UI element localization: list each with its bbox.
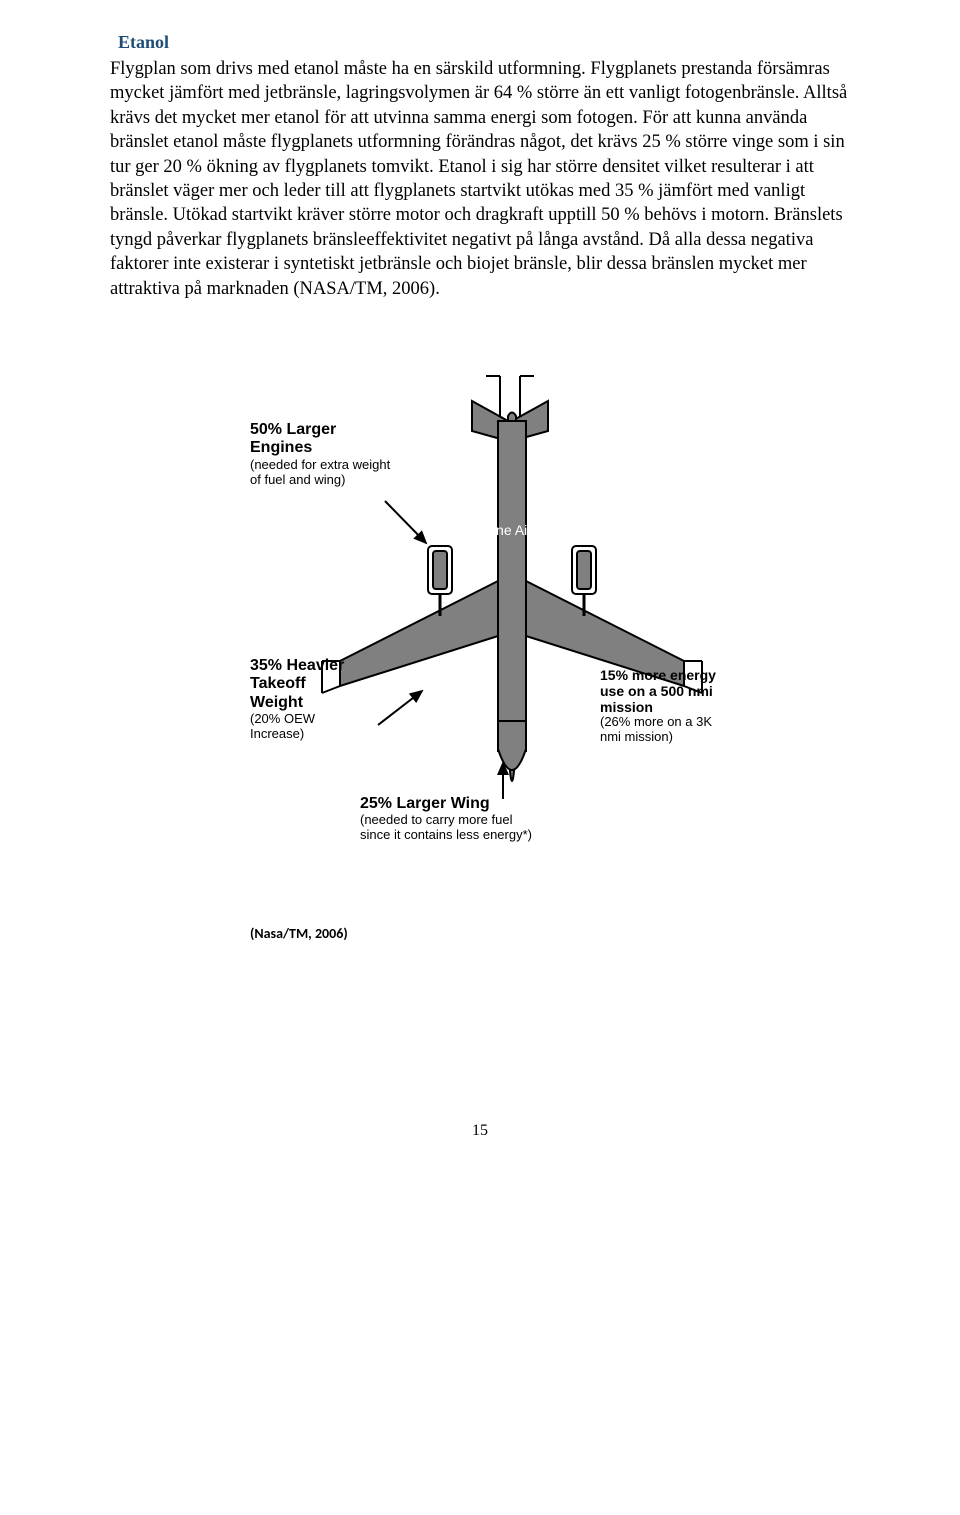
callout-takeoff-sub: (20% OEW Increase) xyxy=(250,712,344,742)
body-paragraph: Flygplan som drivs med etanol måste ha e… xyxy=(110,57,850,301)
fuselage-body xyxy=(498,421,526,751)
callout-engines-title: 50% Larger xyxy=(250,421,390,439)
callout-takeoff-title2: Takeoff xyxy=(250,675,344,693)
plane-top-extension xyxy=(500,376,520,416)
arrow-engines xyxy=(385,501,426,543)
document-page: Etanol Flygplan som drivs med etanol mås… xyxy=(0,0,960,1180)
nose xyxy=(498,721,526,770)
callout-energy-title2: use on a 500 nmi xyxy=(600,683,716,699)
page-number: 15 xyxy=(110,1122,850,1140)
callout-energy-title: 15% more energy xyxy=(600,667,716,683)
callout-wing-sub: (needed to carry more fuel since it cont… xyxy=(360,813,532,843)
callout-engines-title2: Engines xyxy=(250,439,390,457)
callout-wing: 25% Larger Wing (needed to carry more fu… xyxy=(360,795,532,843)
callout-takeoff: 35% Heavier Takeoff Weight (20% OEW Incr… xyxy=(250,657,344,742)
callout-energy: 15% more energy use on a 500 nmi mission… xyxy=(600,667,716,745)
callout-energy-sub: (26% more on a 3K nmi mission) xyxy=(600,715,716,745)
engine-left-inner xyxy=(433,551,447,589)
plane-body-label: Baseline Airplane xyxy=(458,522,566,538)
wing-left xyxy=(340,581,498,686)
callout-engines-sub: (needed for extra weight of fuel and win… xyxy=(250,458,390,488)
engine-right-inner xyxy=(577,551,591,589)
section-heading: Etanol xyxy=(118,32,850,53)
callout-engines: 50% Larger Engines (needed for extra wei… xyxy=(250,421,390,488)
airplane-diagram: Baseline Airplane 50% Larger Engines (ne… xyxy=(250,361,810,901)
diagram-container: Baseline Airplane 50% Larger Engines (ne… xyxy=(110,361,850,942)
diagram-caption: (Nasa/TM, 2006) xyxy=(250,925,850,942)
callout-takeoff-title3: Weight xyxy=(250,694,344,712)
heading-text: Etanol xyxy=(118,32,169,52)
callout-takeoff-title: 35% Heavier xyxy=(250,657,344,675)
callout-energy-title3: mission xyxy=(600,699,716,715)
arrow-takeoff xyxy=(378,691,422,725)
callout-wing-title: 25% Larger Wing xyxy=(360,795,532,813)
